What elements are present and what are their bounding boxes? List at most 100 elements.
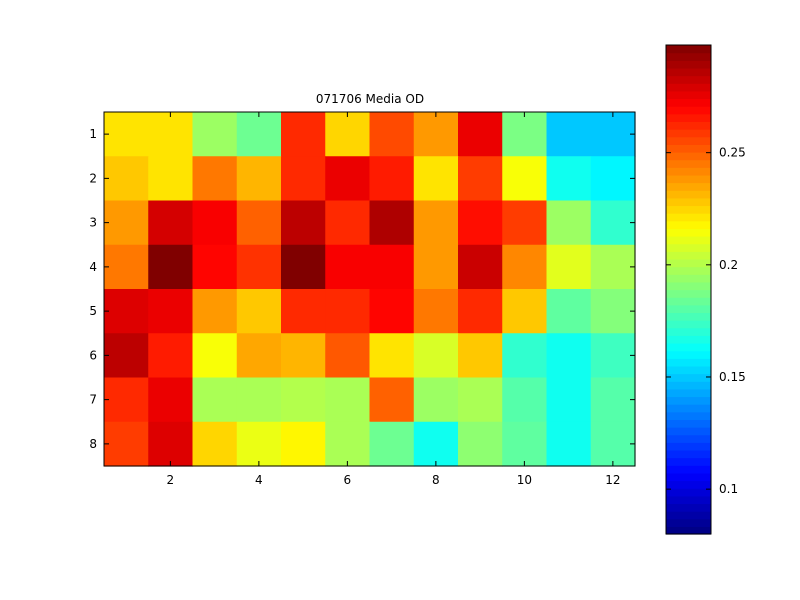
- heatmap-cell-r1-c5: [281, 112, 326, 157]
- heatmap-cell-r5-c12: [590, 289, 636, 334]
- heatmap-cell-r4-c4: [236, 244, 282, 290]
- y-tick-label: 7: [89, 393, 97, 407]
- colorbar-band: [666, 518, 711, 527]
- heatmap-cell-r6-c10: [502, 333, 548, 379]
- x-tick-label: 4: [255, 473, 263, 487]
- heatmap-cell-r8-c7: [369, 421, 415, 467]
- colorbar-band: [666, 503, 711, 512]
- colorbar-band: [666, 449, 711, 459]
- heatmap-cell-r5-c5: [281, 289, 326, 334]
- colorbar-band: [666, 381, 711, 390]
- colorbar-band: [666, 526, 711, 535]
- colorbar-band: [666, 442, 711, 451]
- heatmap-cell-r8-c4: [236, 421, 282, 467]
- colorbar-band: [666, 228, 711, 237]
- y-axis: 1 2 3 4 5 6 7 8: [89, 127, 635, 451]
- heatmap-cell-r5-c8: [413, 289, 459, 334]
- colorbar-band: [666, 320, 711, 329]
- heatmap-cell-r1-c6: [325, 112, 371, 157]
- heatmap-cell-r1-c10: [502, 112, 548, 157]
- heatmap-cell-r7-c5: [281, 377, 326, 423]
- colorbar-band: [666, 182, 711, 191]
- colorbar-tick-label: 0.2: [719, 258, 738, 272]
- colorbar-band: [666, 106, 711, 115]
- colorbar-band: [666, 488, 711, 497]
- x-tick-label: 6: [344, 473, 352, 487]
- heatmap-cell-r2-c6: [325, 156, 371, 202]
- colorbar-band: [666, 75, 711, 84]
- heatmap-cell-r3-c6: [325, 200, 371, 246]
- colorbar-band: [666, 511, 711, 520]
- y-tick-label: 1: [89, 127, 97, 141]
- colorbar-band: [666, 274, 711, 283]
- y-tick-label: 3: [89, 216, 97, 230]
- heatmap-cell-r4-c6: [325, 244, 371, 290]
- colorbar-band: [666, 434, 711, 443]
- heatmap-cell-r6-c7: [369, 333, 415, 379]
- colorbar-band: [666, 144, 711, 153]
- heatmap-cell-r2-c3: [192, 156, 238, 202]
- heatmap-cell-r5-c3: [192, 289, 238, 334]
- heatmap-cell-r5-c10: [502, 289, 548, 334]
- colorbar-band: [666, 236, 711, 245]
- heatmap-cell-r6-c3: [192, 333, 238, 379]
- x-tick-label: 8: [432, 473, 440, 487]
- heatmap-cell-r7-c1: [104, 377, 149, 423]
- heatmap-cell-r7-c4: [236, 377, 282, 423]
- colorbar-band: [666, 266, 711, 275]
- colorbar-band: [666, 167, 711, 176]
- heatmap-cell-r2-c4: [236, 156, 282, 202]
- heatmap-cell-r1-c4: [236, 112, 282, 157]
- x-tick-label: 12: [605, 473, 620, 487]
- colorbar-band: [666, 98, 711, 107]
- colorbar: [665, 44, 712, 535]
- colorbar-band: [666, 243, 711, 252]
- heatmap-cell-r6-c5: [281, 333, 326, 379]
- colorbar-band: [666, 289, 711, 298]
- heatmap-cell-r1-c1: [104, 112, 149, 157]
- heatmap-cell-r6-c9: [458, 333, 503, 379]
- x-axis: 2 4 6 8 10 12: [167, 112, 621, 487]
- heatmap-cell-r5-c6: [325, 289, 371, 334]
- heatmap-cell-r7-c2: [148, 377, 194, 423]
- heatmap-cell-r8-c8: [413, 421, 459, 467]
- heatmap-cell-r5-c11: [546, 289, 592, 334]
- colorbar-band: [666, 304, 711, 314]
- heatmap-cell-r7-c12: [590, 377, 636, 423]
- heatmap-cell-r8-c6: [325, 421, 371, 467]
- heatmap-cell-r3-c10: [502, 200, 548, 246]
- colorbar-band: [666, 67, 711, 77]
- colorbar-tick-label: 0.15: [719, 370, 746, 384]
- colorbar-band: [666, 197, 711, 207]
- heatmap-cell-r7-c9: [458, 377, 503, 423]
- colorbar-band: [666, 83, 711, 92]
- colorbar-tick-label: 0.25: [719, 146, 746, 160]
- heatmap-cell-r3-c12: [590, 200, 636, 246]
- y-tick-label: 6: [89, 348, 97, 362]
- heatmap-cell-r3-c9: [458, 200, 503, 246]
- y-tick-label: 4: [89, 260, 97, 274]
- heatmap-cell-r6-c1: [104, 333, 149, 379]
- heatmap-cell-r3-c3: [192, 200, 238, 246]
- colorbar-band: [666, 427, 711, 436]
- colorbar-band: [666, 495, 711, 505]
- heatmap-cell-r2-c7: [369, 156, 415, 202]
- colorbar-band: [666, 205, 711, 214]
- colorbar-band: [666, 121, 711, 130]
- heatmap-cell-r8-c10: [502, 421, 548, 467]
- heatmap-cell-r4-c11: [546, 244, 592, 290]
- heatmap-cell-r5-c4: [236, 289, 282, 334]
- heatmap-cell-r2-c9: [458, 156, 503, 202]
- heatmap-cell-r8-c2: [148, 421, 194, 467]
- heatmap-cell-r6-c2: [148, 333, 194, 379]
- heatmap-cell-r3-c11: [546, 200, 592, 246]
- colorbar-axis: 0.1 0.15 0.2 0.25: [666, 146, 746, 496]
- heatmap-cell-r2-c8: [413, 156, 459, 202]
- heatmap-cell-r4-c10: [502, 244, 548, 290]
- heatmap-cell-r5-c7: [369, 289, 415, 334]
- heatmap-cell-r1-c3: [192, 112, 238, 157]
- colorbar-band: [666, 90, 711, 100]
- colorbar-tick-label: 0.1: [719, 482, 738, 496]
- heatmap-cell-r1-c8: [413, 112, 459, 157]
- heatmap-cell-r1-c7: [369, 112, 415, 157]
